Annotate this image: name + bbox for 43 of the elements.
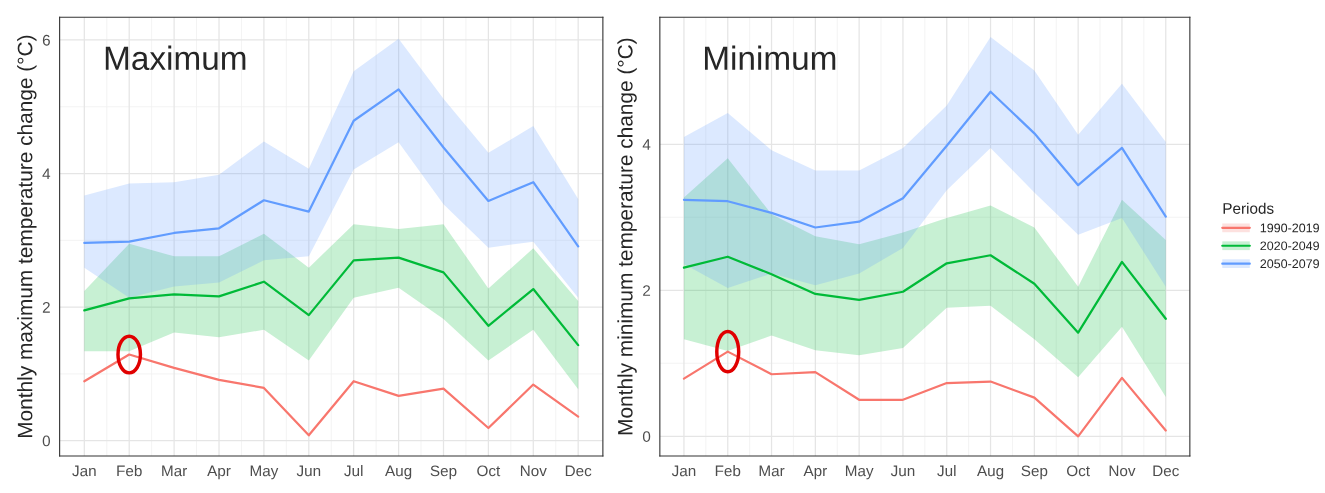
x-tick-label: Aug — [976, 465, 1004, 480]
x-tick-label: Apr — [207, 465, 231, 480]
x-tick-label: Nov — [520, 465, 547, 477]
line-series — [83, 256, 580, 347]
legend-label: 2050-2079 — [1260, 259, 1319, 269]
x-tick-label: Jan — [671, 465, 696, 477]
y-tick-label: 4 — [642, 139, 651, 150]
x-tick-label: Jun — [890, 465, 915, 477]
x-tick-label: Feb — [715, 465, 741, 477]
x-tick-label: Mar — [759, 465, 785, 477]
x-tick-label: Nov — [1109, 465, 1136, 477]
x-tick-label: Mar — [162, 465, 188, 477]
x-tick-label: Oct — [477, 465, 501, 477]
legend-title: Periods — [1223, 202, 1274, 214]
x-tick-label: Oct — [1067, 465, 1090, 477]
y-tick-label: 6 — [42, 34, 50, 46]
x-tick-label: Jan — [72, 465, 96, 477]
line-series — [682, 90, 1167, 229]
legend-label: 2020-2049 — [1260, 241, 1319, 251]
x-tick-label: Jul — [937, 465, 956, 477]
x-tick-label: May — [250, 465, 279, 480]
text: Maximum — [105, 45, 246, 71]
x-tick-label: Feb — [117, 465, 142, 477]
y-tick-label: 0 — [42, 435, 50, 447]
x-tick-label: Apr — [803, 465, 827, 480]
x-tick-label: Dec — [565, 465, 592, 477]
text: Minimum — [704, 45, 836, 71]
y-axis-title: Monthly maximum temperature change (°C) — [17, 35, 37, 438]
x-tick-label: Sep — [1021, 465, 1048, 480]
y-axis-title: Monthly minimum temperature change (°C) — [617, 38, 637, 435]
line-series — [83, 88, 580, 248]
x-tick-label: Sep — [430, 465, 457, 480]
y-tick-label: 2 — [42, 301, 50, 313]
x-tick-label: May — [845, 465, 874, 480]
x-tick-label: Jun — [296, 465, 321, 477]
x-tick-label: Dec — [1153, 465, 1179, 477]
line-series — [682, 254, 1167, 334]
x-tick-label: Aug — [385, 465, 412, 480]
legend-label: 1990-2019 — [1260, 223, 1319, 233]
x-tick-label: Jul — [344, 465, 363, 477]
y-tick-label: 2 — [643, 285, 651, 296]
y-tick-label: 0 — [642, 431, 651, 442]
y-tick-label: 4 — [42, 168, 51, 180]
